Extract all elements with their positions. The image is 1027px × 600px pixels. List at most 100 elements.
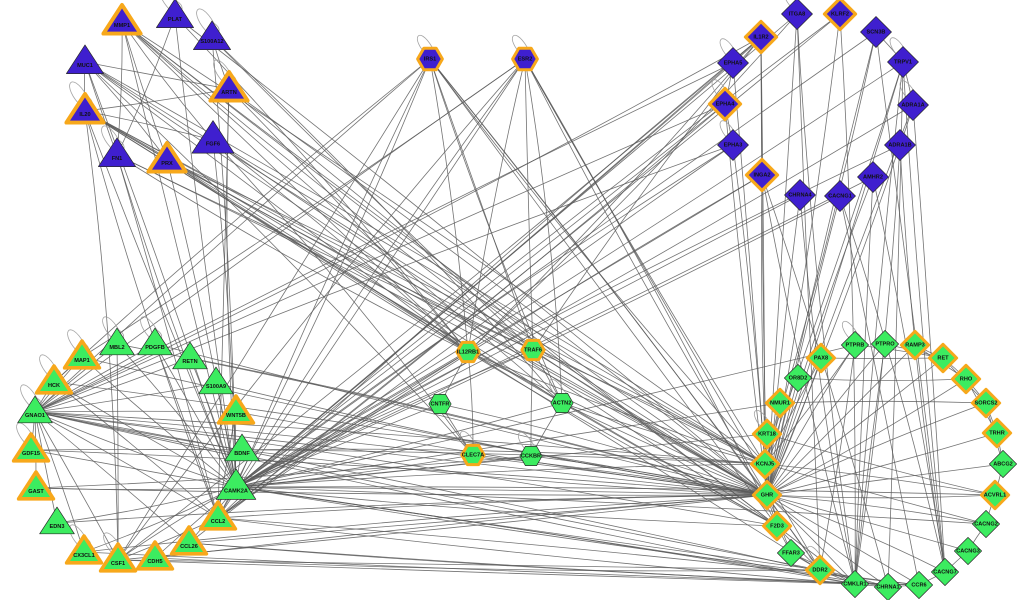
graph-node-abcg2[interactable] [989,450,1017,478]
graph-node-acvrl1[interactable] [979,479,1011,511]
graph-node-s100a12[interactable] [193,20,231,50]
graph-node-adra1a[interactable] [897,89,929,121]
graph-node-ccl2[interactable] [198,500,238,531]
graph-node-il20[interactable] [64,91,106,125]
graph-edge [84,61,766,465]
graph-node-ret[interactable] [927,342,959,374]
graph-edge [912,104,946,573]
node-layer[interactable] [11,0,1017,600]
graph-node-bdnf[interactable] [224,433,260,462]
graph-edge [766,402,987,496]
graph-edge [53,381,219,519]
graph-node-hck[interactable] [34,364,74,395]
graph-node-itga8[interactable] [781,0,813,30]
graph-node-klrf2[interactable] [822,0,858,32]
graph-node-map1[interactable] [62,339,102,370]
graph-edge [34,382,217,413]
graph-edge [532,36,762,351]
graph-node-muc1[interactable] [66,44,104,74]
graph-edge [561,402,768,496]
graph-node-cckbr[interactable] [519,445,543,467]
graph-node-esr2[interactable] [511,46,539,72]
graph-node-cacng1[interactable] [824,180,856,212]
graph-node-chrna4[interactable] [784,179,816,211]
graph-node-rho[interactable] [950,363,982,395]
graph-edge [467,13,798,353]
graph-node-cacng2[interactable] [972,510,1000,538]
graph-node-ptpro[interactable] [871,330,899,358]
graph-node-clec7a[interactable] [460,443,486,467]
graph-node-il12rb1[interactable] [455,340,481,364]
graph-node-ffar3[interactable] [777,539,805,567]
graph-node-adra1b[interactable] [884,129,916,161]
graph-node-actn2[interactable] [550,392,574,414]
graph-node-camk2a[interactable] [215,468,257,500]
graph-edge [235,433,768,488]
graph-node-ramp3[interactable] [899,329,931,361]
graph-edge [235,36,762,488]
graph-node-wnt5b[interactable] [216,394,256,425]
graph-node-cx3cl1[interactable] [64,534,104,565]
graph-edge [34,411,856,585]
graph-node-edn3[interactable] [39,506,75,535]
graph-node-il1r2[interactable] [743,19,779,55]
graph-node-irs1[interactable] [416,46,444,72]
graph-node-ccl26[interactable] [169,525,209,556]
graph-node-nmur1[interactable] [764,387,796,419]
graph-edge [34,36,762,413]
graph-node-s100a9[interactable] [198,366,234,395]
graph-node-mmp1[interactable] [101,2,143,36]
graph-node-amhr2[interactable] [857,161,889,193]
graph-edge [524,58,778,527]
graph-node-plat[interactable] [156,0,194,28]
graph-edge [467,351,778,527]
graph-node-epha5[interactable] [717,47,749,79]
graph-edge [766,494,889,588]
graph-node-prx[interactable] [146,140,188,174]
graph-node-artn[interactable] [208,69,250,103]
graph-node-mbl2[interactable] [99,327,135,356]
graph-node-gast[interactable] [16,470,56,501]
graph-node-kcnj5[interactable] [749,448,781,480]
graph-node-f2rl3[interactable] [761,510,793,542]
graph-node-trpv1[interactable] [887,46,919,78]
graph-node-pdgfb[interactable] [137,327,173,356]
graph-node-cacng3[interactable] [954,537,982,565]
graph-node-csf1[interactable] [98,542,138,573]
graph-edge [116,154,219,519]
graph-node-fgf6[interactable] [191,120,235,154]
graph-node-fn1[interactable] [98,137,136,167]
graph-node-ptprb[interactable] [841,331,869,359]
graph-node-trhr[interactable] [981,417,1013,449]
graph-node-sorcs2[interactable] [970,387,1002,419]
graph-node-cacng7[interactable] [931,558,959,586]
graph-node-cntfr[interactable] [428,393,452,415]
graph-node-gnao1[interactable] [17,395,53,424]
graph-edge [154,557,821,572]
graph-node-traf6[interactable] [520,338,546,362]
graph-edge [84,110,821,571]
graph-edge [532,349,766,465]
graph-node-ghr[interactable] [751,479,783,511]
graph-node-gdf15[interactable] [11,432,51,463]
graph-edge [211,37,534,351]
graph-node-epha4[interactable] [707,86,743,122]
graph-node-cdh5[interactable] [135,540,175,571]
graph-node-chrna1[interactable] [874,573,902,600]
graph-node-ccr6[interactable] [905,571,933,599]
graph-edge [34,411,778,527]
graph-node-krt18[interactable] [751,418,783,450]
graph-node-ddr2[interactable] [804,554,836,586]
graph-node-retn[interactable] [172,341,208,370]
graph-node-epha3[interactable] [717,129,749,161]
graph-edge [764,344,856,465]
graph-edge [235,486,889,588]
graph-node-or8d2[interactable] [784,364,812,392]
graph-node-cmklr1[interactable] [841,570,869,598]
graph-node-inga2[interactable] [744,157,780,193]
graph-node-pax8[interactable] [805,342,837,374]
graph-edge [235,31,877,488]
graph-node-scn3b[interactable] [860,16,892,48]
